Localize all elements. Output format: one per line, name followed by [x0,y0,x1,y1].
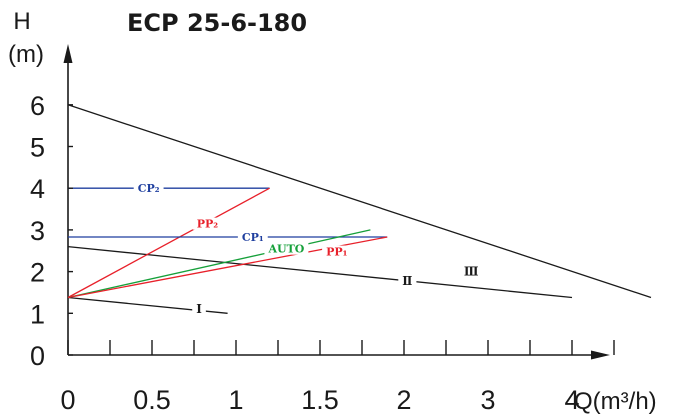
x-tick-label: 0 [60,385,75,415]
y-tick-label: 5 [30,133,45,163]
y-tick-label: 4 [30,174,45,204]
curve-label-ii: Ⅱ [402,274,412,288]
y-axis-symbol: H [13,8,30,35]
curve-label-cp1: CP₁ [242,231,264,244]
y-tick-label: 0 [30,341,45,371]
x-tick-label: 3 [480,385,495,415]
curve-label-background [237,230,268,243]
x-tick-label: 2 [396,385,411,415]
y-tick-label: 6 [30,91,45,121]
curve-label-pp1: PP₁ [326,246,348,259]
series-line-auto [67,229,371,299]
curve-label-auto: AUTO [267,243,304,256]
curve-label-background [264,242,309,255]
x-axis-label: Q(m³/h) [574,388,657,415]
curve-label-cp2: CP₂ [138,182,160,195]
curve-label-i: Ⅰ [196,302,202,316]
x-tick-label: 1.5 [301,385,339,415]
curve-label-background [192,217,223,230]
y-tick-label: 1 [30,299,45,329]
curve-label-background [459,265,483,278]
curve-label-background [322,245,352,258]
curve-label-background [398,275,417,288]
series-line-ii [67,245,573,299]
chart-title: ECP 25-6-180 [127,9,307,37]
y-tick-label: 3 [30,216,45,246]
x-tick-label: 1 [228,385,243,415]
x-tick-label: 0.5 [133,385,171,415]
curve-label-iii: Ⅲ [464,265,479,279]
x-tick-label: 4 [564,385,579,415]
curve-label-background [192,303,206,316]
series-line-pp2 [67,187,270,299]
series-line-iii [67,104,652,299]
y-tick-label: 2 [30,258,45,288]
y-axis-unit: (m) [8,41,44,68]
x-axis-arrow-icon [591,350,610,360]
y-axis-arrow-icon [63,44,73,63]
curve-label-pp2: PP₂ [197,218,219,231]
curve-label-background [133,182,164,195]
